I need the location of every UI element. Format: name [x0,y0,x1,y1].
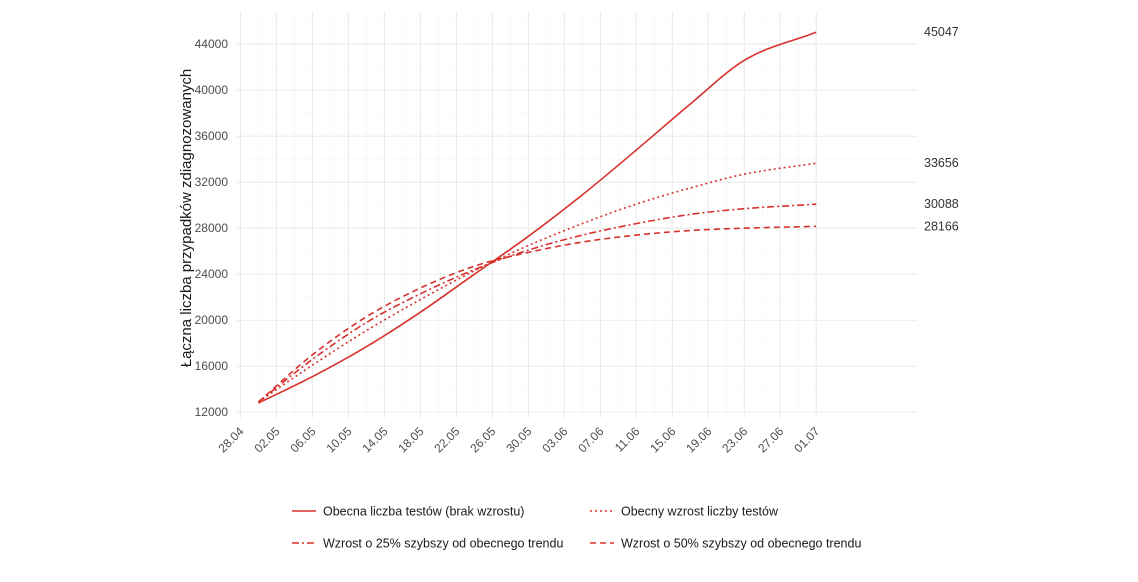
legend: Obecna liczba testów (brak wzrostu) Obecn… [292,505,861,551]
series-lines [257,31,817,404]
y-tick-label: 24000 [195,267,229,281]
y-tick-label: 28000 [195,221,229,235]
major-gridlines [236,12,917,418]
y-tick-label: 32000 [195,175,229,189]
minor-gridlines [236,12,917,418]
y-tick-label: 16000 [195,359,229,373]
y-tick-label: 44000 [195,37,229,51]
legend-label-1: Obecna liczba testów (brak wzrostu) [323,505,524,519]
y-tick-label: 36000 [195,129,229,143]
end-label-1: 45047 [924,25,959,39]
y-tick-labels: 12000 16000 20000 24000 28000 32000 36000 40000… [195,37,229,419]
series-line-1 [258,31,817,404]
series-line-3 [258,203,817,403]
y-tick-label: 12000 [195,405,229,419]
legend-label-3: Wzrost o 25% szybszy od obecnego trendu [323,537,563,551]
end-label-3: 30088 [924,197,959,211]
legend-label-2: Obecny wzrost liczby testów [621,505,779,519]
legend-label-4: Wzrost o 50% szybszy od obecnego trendu [621,537,861,551]
y-tick-label: 20000 [195,313,229,327]
y-tick-label: 40000 [195,83,229,97]
end-labels: 45047 33656 30088 28166 [924,25,959,233]
end-label-4: 28166 [924,219,959,233]
series-line-4 [257,225,817,403]
end-label-2: 33656 [924,156,959,170]
y-axis-label: Łączna liczba przypadków zdiagnozowanych [178,69,195,368]
